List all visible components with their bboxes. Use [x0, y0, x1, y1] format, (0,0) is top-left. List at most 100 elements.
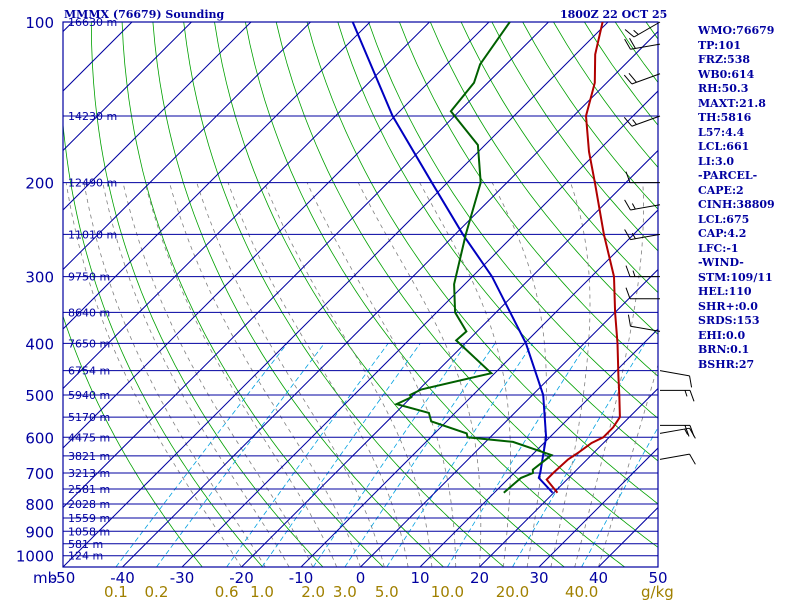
stat-item: BSHR:27	[698, 357, 755, 371]
isotherm	[63, 22, 192, 152]
wind-barb-flag	[625, 287, 631, 299]
height-label: 2028 m	[68, 498, 110, 511]
mixing-ratio-line	[261, 343, 421, 567]
pressure-tick-label: 200	[25, 175, 54, 193]
stat-item: HEL:110	[698, 285, 752, 298]
wind-barb	[625, 265, 660, 278]
wind-barb	[624, 38, 661, 50]
height-label: 1058 m	[68, 525, 110, 538]
wind-barbs	[623, 21, 696, 465]
isotherm	[241, 149, 658, 567]
wind-barb-staff	[630, 325, 661, 332]
stat-item: TH:5816	[698, 111, 752, 124]
pressure-tick-label: 800	[25, 496, 54, 514]
wind-barb-flag	[623, 74, 633, 85]
height-label: 16630 m	[68, 16, 117, 29]
wind-barb	[627, 314, 661, 332]
wind-barb-flag	[684, 425, 690, 437]
stat-item: LI:3.0	[698, 154, 735, 168]
stat-item: BRN:0.1	[698, 343, 750, 356]
isotherm	[300, 209, 658, 567]
wind-barb-flag	[624, 29, 635, 38]
mixing-ratio-line	[512, 343, 646, 567]
moist-adiabat	[83, 182, 266, 567]
wind-barb	[625, 171, 660, 184]
isotherm	[63, 22, 549, 509]
stat-item: EHI:0.0	[698, 328, 746, 342]
temperature-tick-label: -40	[110, 569, 135, 587]
mixing-ratio-tick-label: 2.0	[301, 583, 325, 600]
wind-barb-flag	[631, 232, 636, 239]
wind-barb	[660, 389, 695, 402]
temperature-tick-label: 10	[410, 569, 429, 587]
dry-adiabat	[63, 119, 263, 567]
temperature-tick-label: -30	[170, 569, 195, 587]
moist-adiabat	[491, 182, 547, 567]
dry-adiabat	[429, 22, 658, 335]
mixing-ratio-line	[312, 343, 467, 567]
height-label: 6754 m	[68, 365, 110, 378]
stats-panel: WMO:76679 TP:101 FRZ:538 WB0:614 RH:50.3 MAXT…	[698, 24, 775, 372]
height-label: 581 m	[68, 538, 103, 551]
isotherm	[63, 22, 73, 33]
height-label: 2581 m	[68, 483, 110, 496]
moist-adiabat	[144, 182, 338, 567]
wind-barb-flag	[624, 229, 631, 240]
stat-item: SHR+:0.0	[698, 299, 758, 313]
stat-item: CAP:4.2	[698, 227, 747, 240]
wind-barb-flag	[624, 199, 631, 211]
isobars	[62, 21, 659, 568]
stat-item: L57:4.4	[698, 125, 745, 139]
wind-barb	[659, 427, 696, 439]
dry-adiabat	[368, 22, 658, 419]
mixing-ratio-line	[344, 343, 496, 567]
mixing-ratio-tick-label: 5.0	[375, 583, 399, 600]
stat-item: LCL:661	[698, 140, 750, 153]
wind-barb-staff	[631, 115, 661, 127]
height-label: 124 m	[68, 550, 103, 563]
mixing-ratio-line	[447, 343, 588, 567]
stat-item: -PARCEL-	[698, 169, 758, 182]
wind-barb-flag	[632, 119, 637, 125]
mixing-ratio-line	[226, 343, 389, 567]
moist-adiabat	[264, 182, 433, 567]
stat-item: CAPE:2	[698, 183, 744, 197]
isotherms	[63, 22, 658, 567]
mixing-ratio-line	[386, 343, 534, 567]
dry-adiabat	[152, 22, 444, 567]
sounding-traces	[351, 22, 621, 494]
wind-barb-flag	[624, 38, 631, 50]
height-label: 9750 m	[68, 271, 110, 284]
moist-adiabat	[598, 363, 658, 567]
temperature-tick-label: 0	[356, 569, 366, 587]
isotherm	[63, 22, 490, 449]
wind-barb	[625, 287, 660, 300]
dry-adiabat	[491, 22, 658, 252]
mixing-ratio-tick-label: 10.0	[431, 583, 464, 600]
mixing-ratio-tick-label: 1.0	[250, 583, 274, 600]
wind-barb	[624, 229, 661, 241]
wind-barb-flag	[689, 453, 696, 465]
chart-title: MMMX (76679) Sounding	[64, 8, 225, 21]
mixing-ratio-tick-label: 0.2	[145, 583, 169, 600]
wind-barb-flag	[632, 270, 636, 277]
height-label: 5940 m	[68, 389, 110, 402]
dry-adiabat	[90, 22, 324, 567]
wind-barb	[659, 370, 693, 388]
pressure-unit-label: mb	[33, 569, 57, 587]
dry-adiabat	[275, 22, 658, 548]
sounding-datetime: 1800Z 22 OCT 25	[560, 8, 668, 21]
isotherm	[63, 22, 609, 567]
temperature-tick-label: 40	[589, 569, 608, 587]
dry-adiabat	[63, 314, 203, 567]
wind-barb-staff	[659, 453, 690, 460]
moist-adiabat	[169, 182, 361, 567]
wind-barb	[623, 72, 661, 85]
temperature-tick-label: 20	[470, 569, 489, 587]
height-label: 1559 m	[68, 512, 110, 525]
stat-item: CINH:38809	[698, 198, 775, 211]
isotherm	[538, 447, 658, 567]
plot-frame	[62, 21, 659, 568]
pressure-tick-label: 500	[25, 387, 54, 405]
parcel-trace	[351, 22, 554, 494]
